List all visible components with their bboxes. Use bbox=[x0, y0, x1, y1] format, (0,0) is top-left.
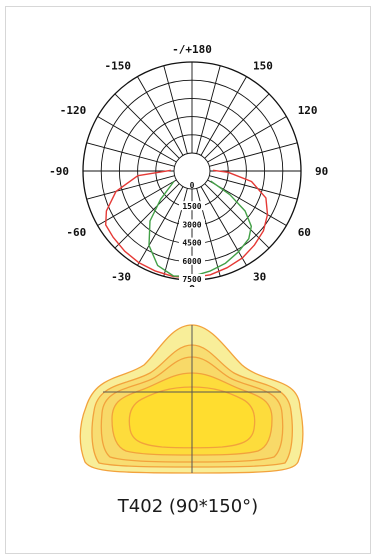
ring-label: 6000 bbox=[182, 257, 201, 266]
angle-label: -90 bbox=[49, 165, 69, 178]
polar-spoke bbox=[204, 183, 270, 249]
polar-spoke bbox=[163, 65, 188, 154]
polar-spoke bbox=[114, 93, 180, 159]
angle-label: 90 bbox=[315, 165, 328, 178]
polar-spoke bbox=[196, 65, 221, 154]
ring-label-bg bbox=[179, 274, 205, 283]
ring-label: 3000 bbox=[182, 220, 201, 229]
ring-label: 4500 bbox=[182, 239, 201, 248]
angle-label: 120 bbox=[298, 104, 318, 117]
angle-label: -150 bbox=[105, 59, 132, 72]
polar-spoke bbox=[97, 116, 177, 163]
ring-label-bg bbox=[179, 219, 205, 229]
ring-label-bg bbox=[179, 237, 205, 247]
ring-label-bg bbox=[179, 201, 205, 211]
polar-spoke bbox=[207, 116, 287, 163]
angle-label: -30 bbox=[111, 271, 131, 284]
polar-spoke bbox=[209, 142, 298, 167]
polar-photometric-diagram: 0 1500 3000 4500 6000 7500 -/+180 150 -150 120 -12… bbox=[49, 43, 328, 287]
angle-label: 0 bbox=[189, 283, 196, 287]
angle-label: -/+180 bbox=[172, 43, 212, 56]
ring-label: 0 bbox=[190, 181, 195, 190]
ring-label-bg bbox=[179, 255, 205, 265]
curve-c90-c270 bbox=[148, 180, 252, 278]
polar-spoke bbox=[209, 175, 298, 200]
angle-label: 30 bbox=[253, 271, 266, 284]
polar-labels: 0 1500 3000 4500 6000 7500 -/+180 150 -150 120 -12… bbox=[49, 43, 328, 287]
ring-label: 7500 bbox=[182, 275, 201, 284]
polar-spoke bbox=[86, 175, 175, 200]
polar-spoke bbox=[86, 142, 175, 167]
product-caption: T402 (90*150°) bbox=[117, 496, 259, 517]
polar-spoke bbox=[137, 76, 184, 156]
angle-label: 60 bbox=[298, 226, 311, 239]
polar-spoke bbox=[200, 76, 247, 156]
ring-label: 1500 bbox=[182, 202, 201, 211]
angle-label: -60 bbox=[66, 226, 86, 239]
polar-spoke bbox=[114, 183, 180, 249]
polar-spoke bbox=[137, 186, 184, 266]
angle-label: 150 bbox=[253, 59, 273, 72]
product-card: 0 1500 3000 4500 6000 7500 -/+180 150 -150 120 -12… bbox=[5, 6, 371, 554]
angle-label: -120 bbox=[60, 104, 87, 117]
polar-spoke bbox=[97, 179, 177, 226]
beam-pattern-illustration bbox=[79, 324, 304, 474]
polar-spoke bbox=[204, 93, 270, 159]
